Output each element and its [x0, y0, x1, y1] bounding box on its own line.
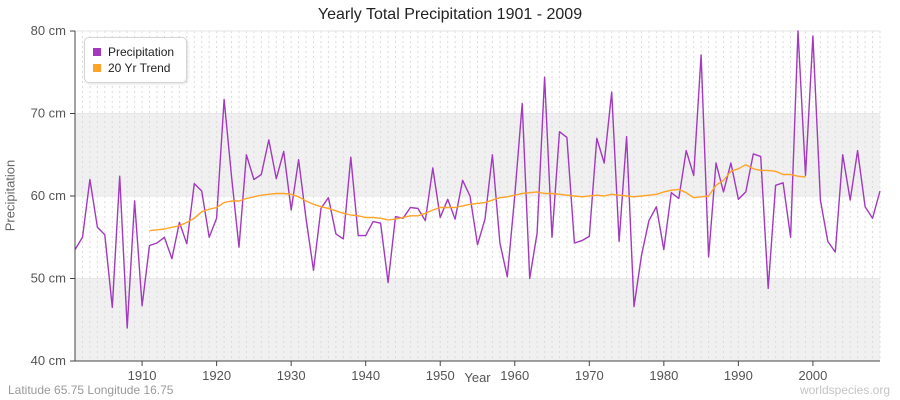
- svg-text:70 cm: 70 cm: [31, 106, 66, 121]
- svg-text:1960: 1960: [500, 368, 529, 383]
- svg-text:1990: 1990: [724, 368, 753, 383]
- legend-item-precipitation: Precipitation: [93, 45, 174, 59]
- chart-title: Yearly Total Precipitation 1901 - 2009: [317, 6, 583, 23]
- svg-text:60 cm: 60 cm: [31, 188, 66, 203]
- svg-text:2000: 2000: [798, 368, 827, 383]
- svg-text:1930: 1930: [277, 368, 306, 383]
- svg-text:40 cm: 40 cm: [31, 353, 66, 368]
- y-axis-title: Precipitation: [2, 159, 18, 232]
- x-axis-title: Year: [464, 370, 491, 385]
- coordinates-label: Latitude 65.75 Longitude 16.75: [8, 383, 174, 397]
- legend-label-precipitation: Precipitation: [108, 45, 175, 59]
- svg-text:1970: 1970: [575, 368, 604, 383]
- svg-text:1950: 1950: [426, 368, 455, 383]
- precipitation-series-swatch: [93, 48, 101, 56]
- legend-item-trend: 20 Yr Trend: [93, 61, 174, 75]
- legend: Precipitation 20 Yr Trend: [84, 37, 188, 83]
- watermark: worldspecies.org: [799, 383, 890, 397]
- svg-text:1920: 1920: [202, 368, 231, 383]
- svg-text:1940: 1940: [351, 368, 380, 383]
- svg-text:1980: 1980: [649, 368, 678, 383]
- legend-label-trend: 20 Yr Trend: [108, 61, 171, 75]
- svg-text:80 cm: 80 cm: [31, 23, 66, 38]
- svg-text:50 cm: 50 cm: [31, 271, 66, 286]
- trend-series-swatch: [93, 64, 101, 72]
- svg-text:1910: 1910: [128, 368, 157, 383]
